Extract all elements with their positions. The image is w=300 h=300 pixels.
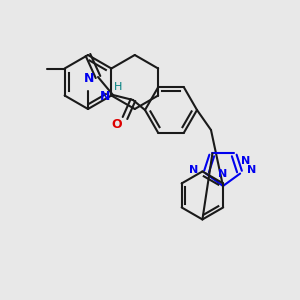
Text: H: H: [114, 82, 122, 92]
Text: O: O: [112, 118, 122, 130]
Text: N: N: [218, 169, 228, 179]
Text: N: N: [241, 156, 250, 167]
Text: N: N: [189, 165, 199, 175]
Text: N: N: [248, 165, 257, 175]
Text: N: N: [100, 91, 110, 103]
Text: N: N: [84, 73, 94, 85]
